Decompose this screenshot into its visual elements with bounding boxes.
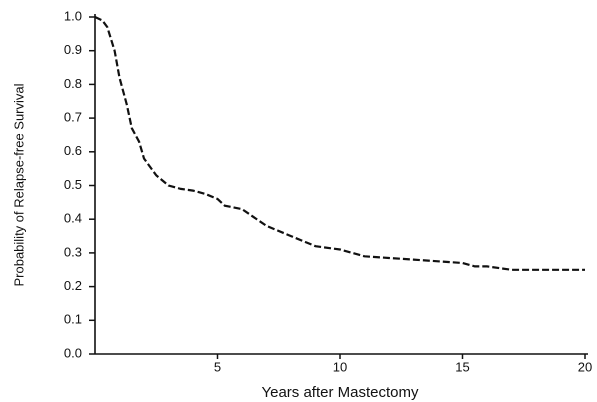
y-tick-label: 0.1 xyxy=(64,312,82,327)
y-tick-label: 0.0 xyxy=(64,345,82,360)
y-tick-label: 0.6 xyxy=(64,143,82,158)
x-axis-title: Years after Mastectomy xyxy=(261,384,419,401)
x-tick-label: 15 xyxy=(455,359,469,374)
y-tick-label: 0.3 xyxy=(64,244,82,259)
y-tick-label: 0.9 xyxy=(64,42,82,57)
y-tick-label: 0.4 xyxy=(64,211,82,226)
x-tick-label: 10 xyxy=(333,359,347,374)
y-axis-title: Probability of Relapse-free Survival xyxy=(11,83,26,286)
y-tick-label: 0.7 xyxy=(64,110,82,125)
y-tick-label: 0.5 xyxy=(64,177,82,192)
y-tick-label: 0.2 xyxy=(64,278,82,293)
survival-curve xyxy=(94,16,585,271)
x-tick-label: 20 xyxy=(578,359,592,374)
y-tick-label: 0.8 xyxy=(64,76,82,91)
y-tick-label: 1.0 xyxy=(64,8,82,23)
x-tick-label: 5 xyxy=(214,359,221,374)
